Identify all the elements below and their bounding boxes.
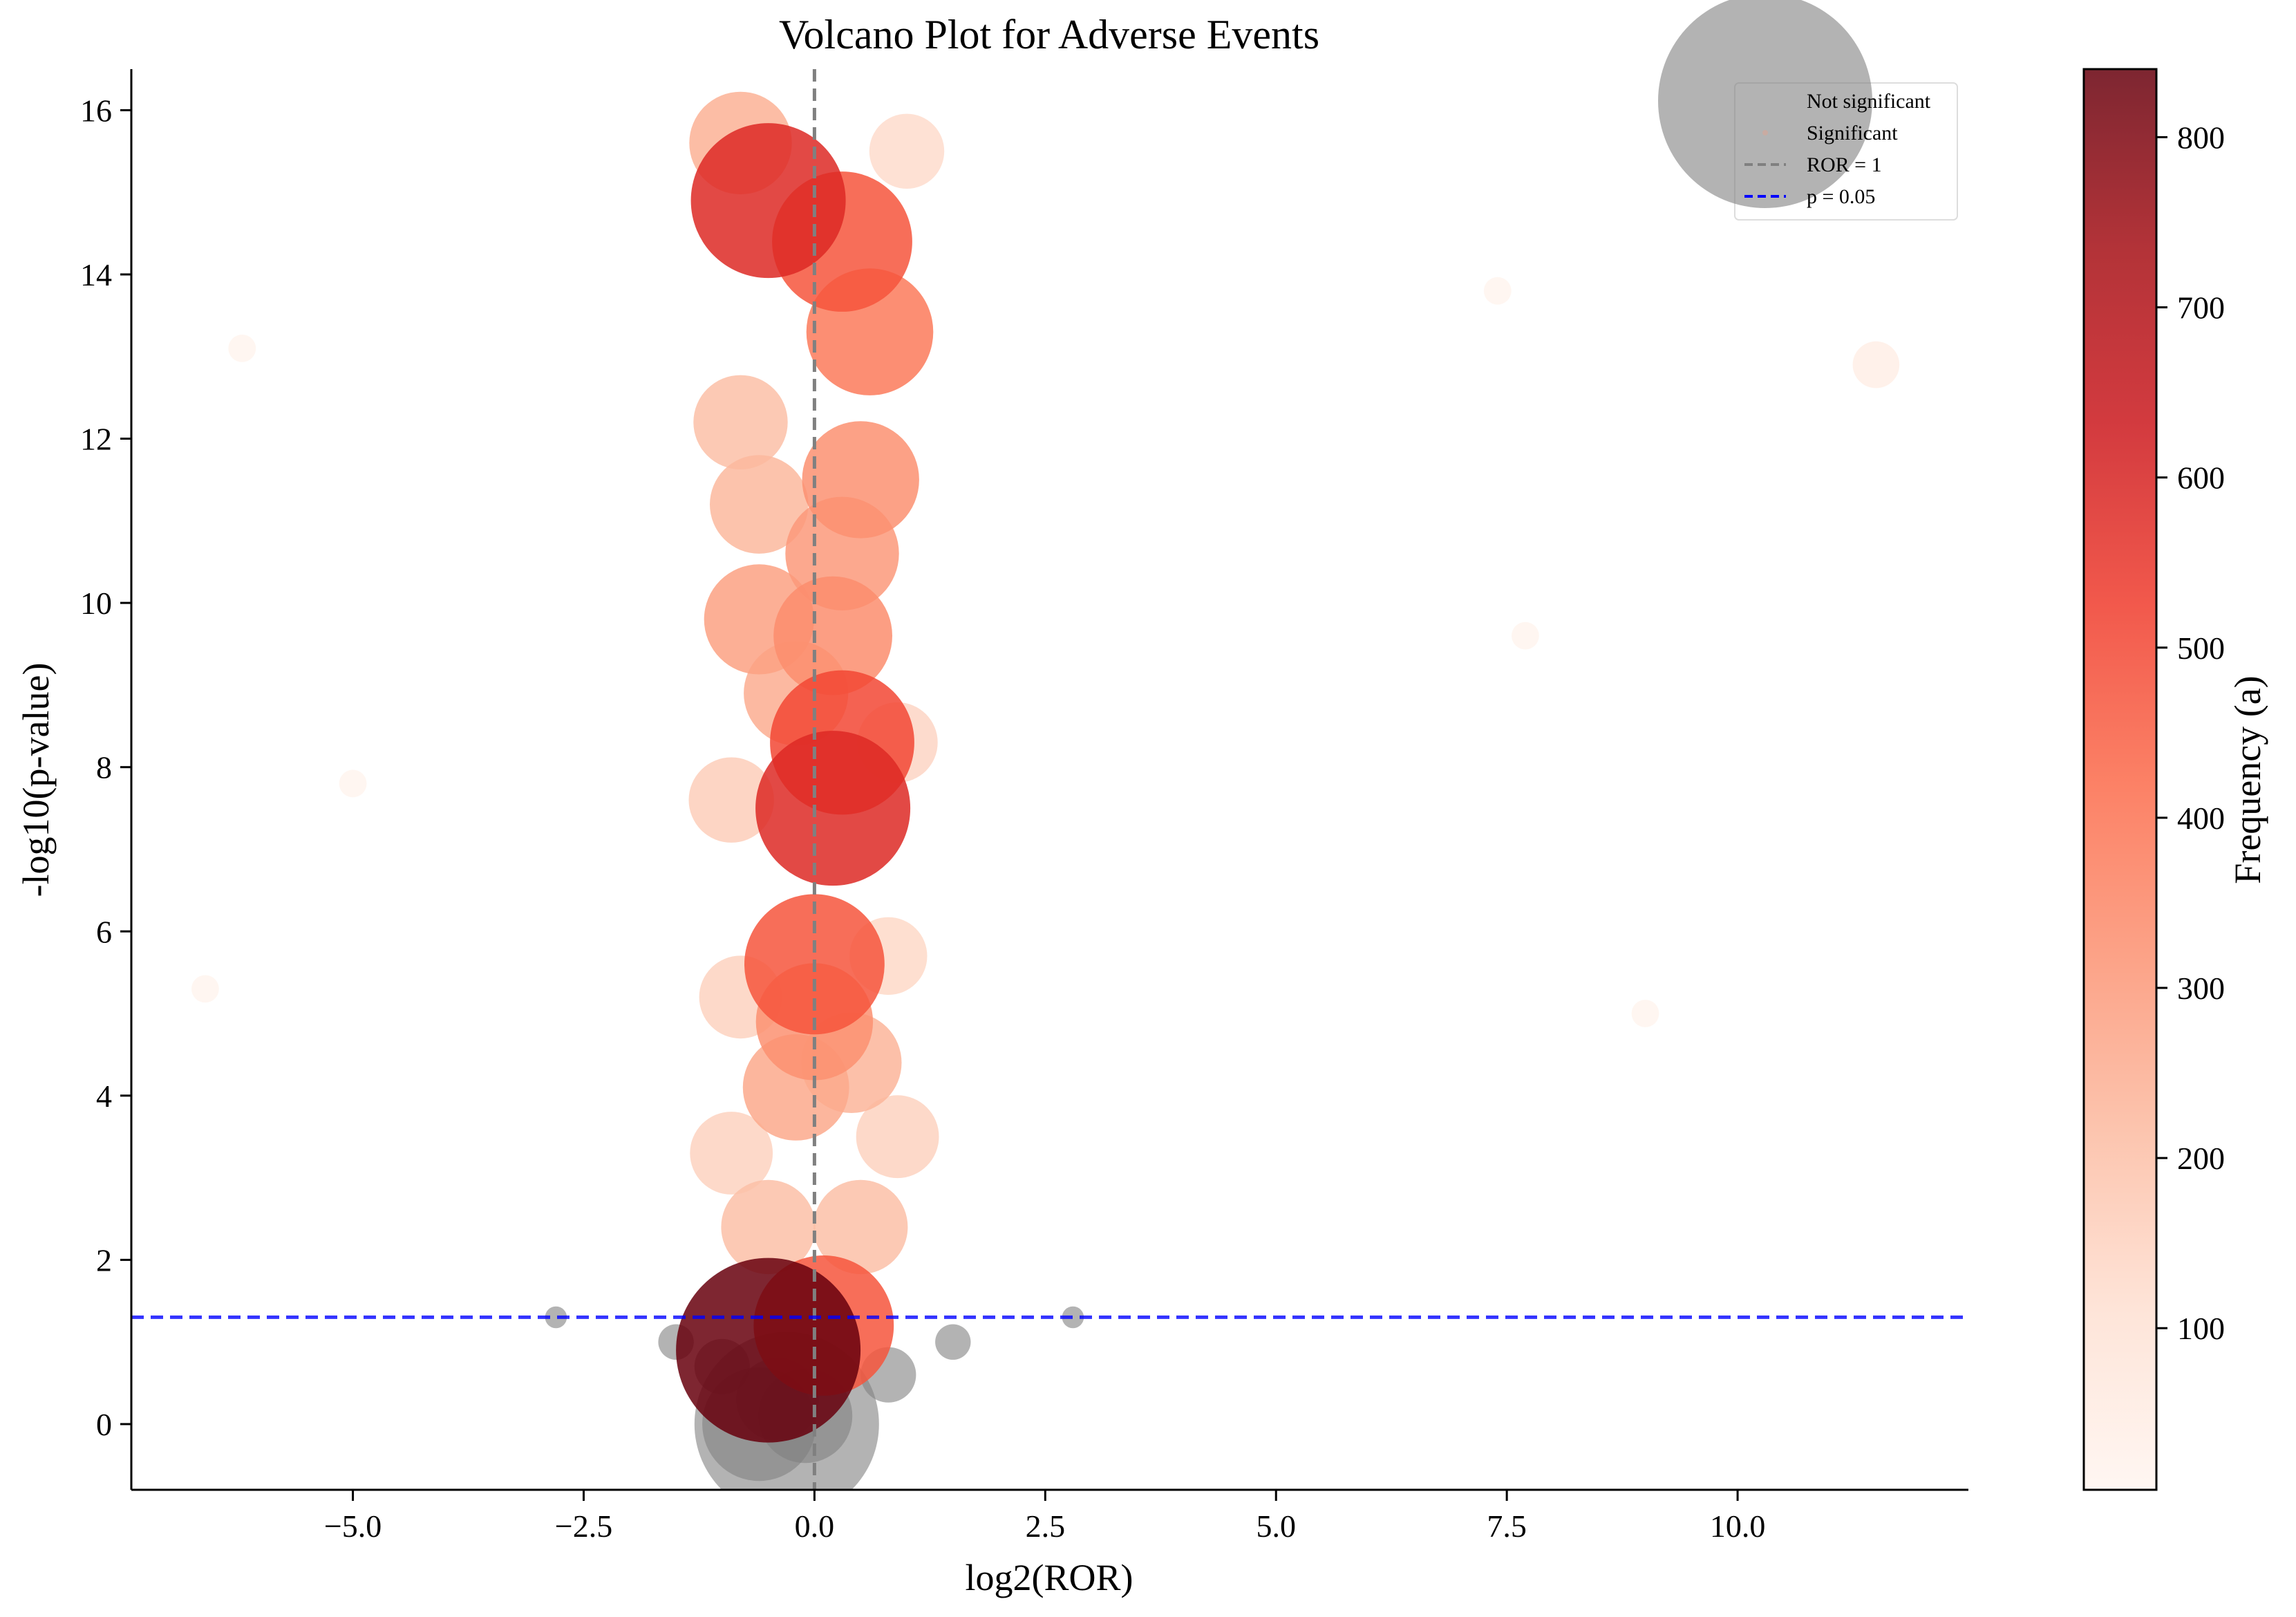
colorbar-tick-label: 200 xyxy=(2177,1141,2225,1176)
y-tick-label: 4 xyxy=(96,1078,112,1114)
significant-point xyxy=(1852,341,1900,389)
significant-point xyxy=(1483,277,1512,305)
significant-point xyxy=(693,375,788,469)
y-tick-label: 14 xyxy=(80,257,112,292)
colorbar-ticks: 100 200 300 400 500 600 700 800 xyxy=(2156,120,2225,1346)
y-tick-label: 8 xyxy=(96,750,112,785)
significant-point xyxy=(228,335,256,362)
colorbar-label: Frequency (a) xyxy=(2227,675,2268,884)
x-tick-label: −2.5 xyxy=(555,1508,612,1544)
not-significant-point xyxy=(1062,1306,1084,1329)
legend-significant-marker xyxy=(1762,130,1768,135)
chart-title: Volcano Plot for Adverse Events xyxy=(779,12,1319,57)
not-significant-point xyxy=(935,1324,971,1360)
colorbar-tick-label: 400 xyxy=(2177,801,2225,836)
colorbar-tick-label: 100 xyxy=(2177,1311,2225,1346)
legend-entry-label: p = 0.05 xyxy=(1807,185,1875,208)
y-tick-label: 16 xyxy=(80,93,112,128)
significant-point xyxy=(869,113,945,189)
plot-area xyxy=(131,69,1968,1490)
y-tick-label: 2 xyxy=(96,1242,112,1278)
legend-not-significant-marker xyxy=(1658,0,1872,208)
scatter-marks xyxy=(191,91,1900,1490)
legend-entry-label: Not significant xyxy=(1807,90,1931,113)
significant-point xyxy=(676,1258,861,1443)
colorbar-tick-label: 800 xyxy=(2177,120,2225,155)
legend-entry-label: Significant xyxy=(1807,122,1898,144)
reference-lines xyxy=(131,69,1968,1490)
x-tick-label: 10.0 xyxy=(1710,1508,1766,1544)
legend: Not significant Significant ROR = 1 p = 0.0… xyxy=(1658,0,1958,221)
x-tick-label: −5.0 xyxy=(324,1508,382,1544)
significant-point xyxy=(721,1179,816,1275)
significant-point xyxy=(690,123,846,279)
axes: −5.0 −2.5 0.0 2.5 5.0 7.5 10.0 0 2 4 6 8 10 12 14 16 xyxy=(80,69,1968,1544)
x-tick-label: 2.5 xyxy=(1026,1508,1066,1544)
y-ticks: 0 2 4 6 8 10 12 14 16 xyxy=(80,93,131,1442)
y-tick-label: 6 xyxy=(96,914,112,949)
significant-point xyxy=(1631,1000,1659,1027)
significant-point xyxy=(856,1095,939,1179)
significant-point xyxy=(191,975,219,1003)
legend-entry-label: ROR = 1 xyxy=(1807,153,1882,176)
significant-point xyxy=(773,576,892,695)
colorbar-tick-label: 700 xyxy=(2177,290,2225,326)
colorbar-tick-label: 500 xyxy=(2177,630,2225,666)
y-tick-label: 10 xyxy=(80,586,112,621)
colorbar-tick-label: 300 xyxy=(2177,971,2225,1006)
colorbar-tick-label: 600 xyxy=(2177,460,2225,496)
significant-point xyxy=(339,769,367,798)
significant-point xyxy=(690,1112,773,1195)
significant-point xyxy=(813,1179,908,1275)
x-tick-label: 5.0 xyxy=(1256,1508,1296,1544)
x-tick-label: 7.5 xyxy=(1487,1508,1527,1544)
significant-point xyxy=(710,455,809,554)
significant-point xyxy=(802,421,919,539)
not-significant-point xyxy=(545,1306,567,1329)
y-tick-label: 0 xyxy=(96,1407,112,1442)
x-tick-label: 0.0 xyxy=(795,1508,835,1544)
colorbar-gradient xyxy=(2082,68,2158,1491)
significant-point xyxy=(688,757,774,843)
significant-point xyxy=(755,731,911,886)
x-ticks: −5.0 −2.5 0.0 2.5 5.0 7.5 10.0 xyxy=(324,1490,1765,1544)
y-axis-label: -log10(p-value) xyxy=(15,663,57,897)
x-axis-label: log2(ROR) xyxy=(966,1557,1133,1598)
colorbar: 100 200 300 400 500 600 700 800 Frequency (a) xyxy=(2082,68,2268,1491)
y-tick-label: 12 xyxy=(80,422,112,457)
significant-point xyxy=(1512,621,1539,650)
